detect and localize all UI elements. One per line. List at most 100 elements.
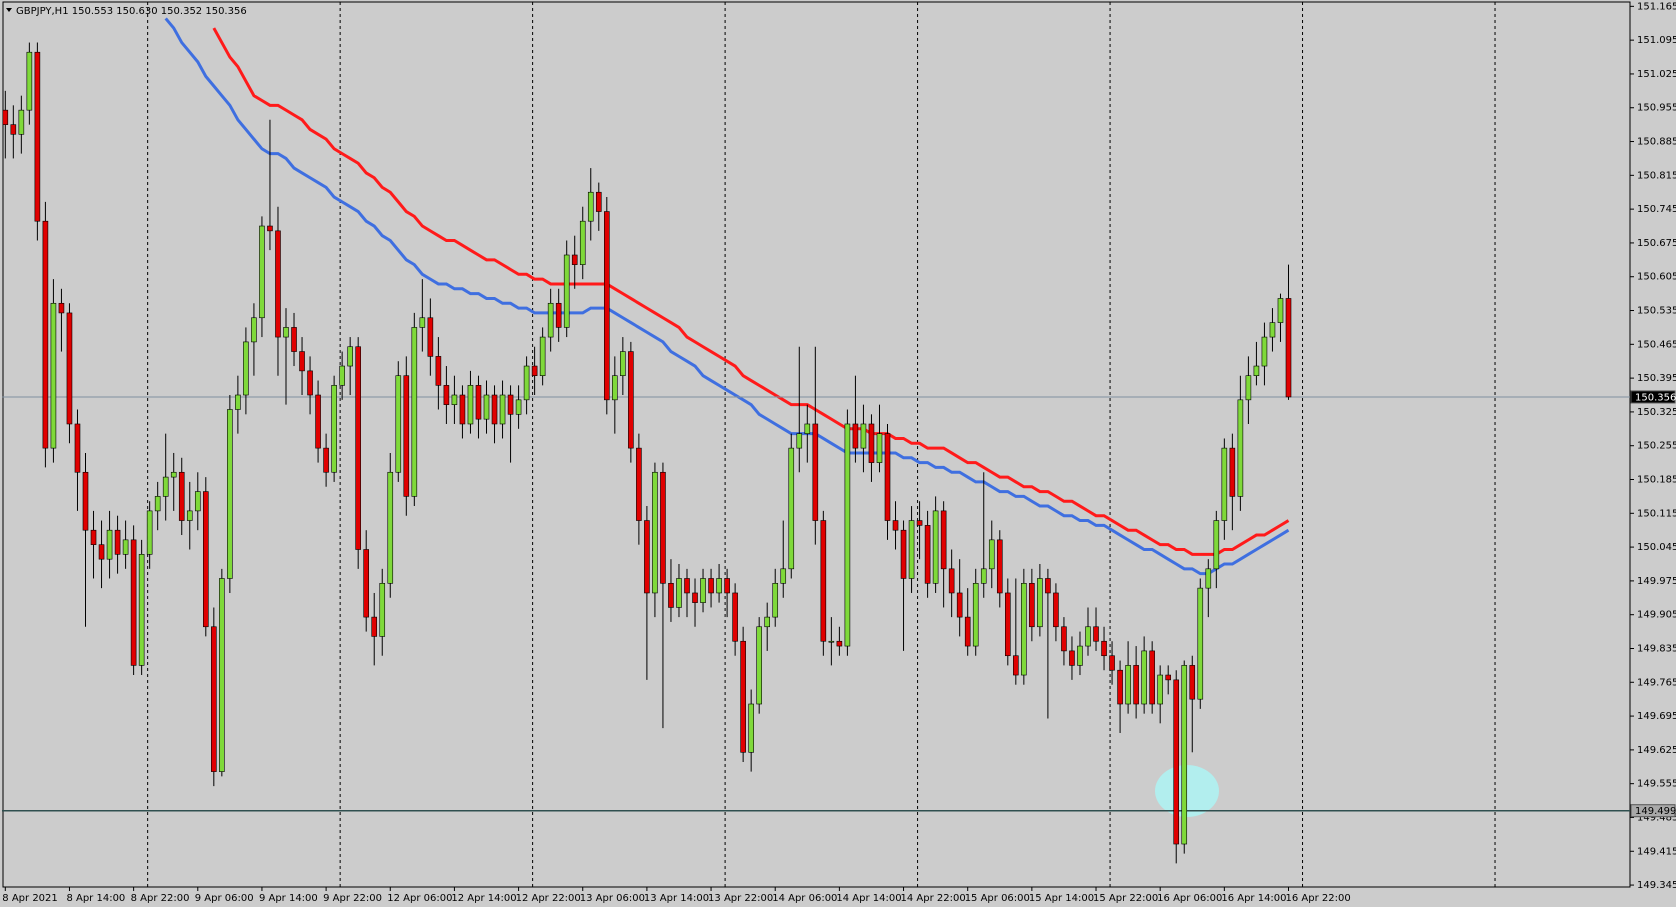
- candle-body: [1061, 626, 1067, 652]
- candle-body: [10, 124, 17, 135]
- candle-body: [1205, 568, 1212, 589]
- candle-body: [812, 423, 819, 521]
- candle-body: [251, 317, 257, 343]
- y-tick-label: 150.255: [1637, 441, 1676, 452]
- x-tick-label: 16 Apr 22:00: [1286, 893, 1351, 904]
- candle-body: [194, 491, 201, 512]
- candle-body: [732, 592, 738, 642]
- candle-body: [844, 423, 851, 647]
- chart-title: GBPJPY,H1 150.553 150.630 150.352 150.35…: [16, 6, 247, 17]
- candle-body: [1101, 640, 1107, 657]
- candle-body: [34, 51, 41, 222]
- candle-body: [603, 211, 610, 401]
- candle-body: [676, 578, 682, 608]
- candle-body: [1109, 655, 1115, 671]
- candle-body: [371, 616, 378, 637]
- candle-body: [1261, 336, 1268, 367]
- candle-body: [692, 592, 698, 603]
- candle-body: [1125, 665, 1131, 705]
- candle-body: [203, 491, 209, 628]
- candle-body: [1037, 578, 1043, 628]
- candle-body: [660, 471, 666, 584]
- x-tick-label: 16 Apr 06:00: [1157, 893, 1222, 904]
- candle-body: [1189, 665, 1196, 700]
- y-tick-label: 150.185: [1637, 475, 1676, 486]
- x-tick-label: 13 Apr 06:00: [580, 893, 645, 904]
- candle-body: [291, 327, 297, 352]
- candle-body: [740, 640, 746, 753]
- y-tick-label: 151.165: [1637, 1, 1676, 12]
- candle-body: [1053, 592, 1059, 628]
- candle-body: [467, 385, 474, 425]
- candle-body: [211, 626, 217, 772]
- candle-body: [1117, 669, 1123, 705]
- candle-body: [956, 592, 963, 618]
- y-tick-label: 150.465: [1637, 339, 1676, 350]
- x-tick-label: 14 Apr 06:00: [772, 893, 837, 904]
- candle-body: [186, 510, 193, 521]
- y-tick-label: 149.625: [1637, 745, 1676, 756]
- candle-body: [884, 433, 891, 521]
- price-label-box: [1630, 390, 1676, 404]
- x-tick-label: 15 Apr 06:00: [965, 893, 1030, 904]
- candle-body: [90, 529, 97, 545]
- candle-body: [579, 220, 586, 265]
- candle-body: [435, 356, 442, 386]
- candle-body: [50, 302, 57, 449]
- candle-body: [154, 496, 161, 512]
- x-tick-label: 14 Apr 14:00: [836, 893, 901, 904]
- x-tick-label: 9 Apr 06:00: [195, 893, 254, 904]
- candle-body: [1077, 645, 1083, 666]
- y-tick-label: 150.535: [1637, 306, 1676, 317]
- candle-body: [178, 471, 185, 521]
- candle-body: [82, 471, 89, 531]
- candle-body: [547, 302, 554, 338]
- candle-body: [146, 510, 153, 555]
- candle-body: [491, 394, 498, 425]
- candle-body: [307, 370, 313, 396]
- x-tick-label: 15 Apr 14:00: [1029, 893, 1094, 904]
- candle-body: [980, 568, 987, 584]
- candle-body: [1085, 626, 1091, 647]
- candle-body: [900, 529, 907, 579]
- candle-body: [363, 549, 370, 618]
- candle-body: [1157, 674, 1163, 705]
- y-tick-label: 150.045: [1637, 542, 1676, 553]
- candle-body: [972, 583, 979, 647]
- candle-body: [411, 327, 418, 497]
- candle-body: [748, 703, 754, 753]
- candle-body: [1181, 665, 1188, 845]
- y-tick-label: 149.765: [1637, 677, 1676, 688]
- candle-body: [122, 539, 129, 555]
- x-tick-label: 9 Apr 22:00: [323, 893, 382, 904]
- candle-body: [130, 539, 137, 666]
- candle-body: [339, 365, 345, 386]
- candle-body: [1285, 298, 1292, 398]
- candle-body: [26, 51, 33, 111]
- price-label-box: [1630, 804, 1676, 818]
- menu-arrow[interactable]: [6, 8, 12, 12]
- y-tick-label: 150.745: [1637, 204, 1676, 215]
- y-tick-label: 150.395: [1637, 373, 1676, 384]
- candle-body: [668, 583, 674, 608]
- candle-body: [828, 640, 835, 643]
- candle-body: [419, 317, 426, 328]
- candle-body: [708, 578, 714, 594]
- candle-body: [796, 433, 803, 449]
- x-tick-label: 8 Apr 2021: [2, 893, 57, 904]
- candle-body: [684, 578, 690, 594]
- candle-body: [427, 317, 434, 357]
- candle-body: [74, 423, 81, 473]
- candle-body: [1013, 655, 1019, 676]
- candle-body: [531, 365, 538, 376]
- candle-body: [563, 254, 570, 328]
- candle-body: [379, 583, 386, 637]
- candle-body: [1029, 583, 1035, 628]
- candle-body: [507, 394, 514, 415]
- x-tick-label: 13 Apr 22:00: [708, 893, 773, 904]
- candle-body: [988, 539, 995, 570]
- candle-body: [1133, 665, 1139, 705]
- y-tick-label: 149.555: [1637, 779, 1676, 790]
- candle-body: [716, 578, 722, 594]
